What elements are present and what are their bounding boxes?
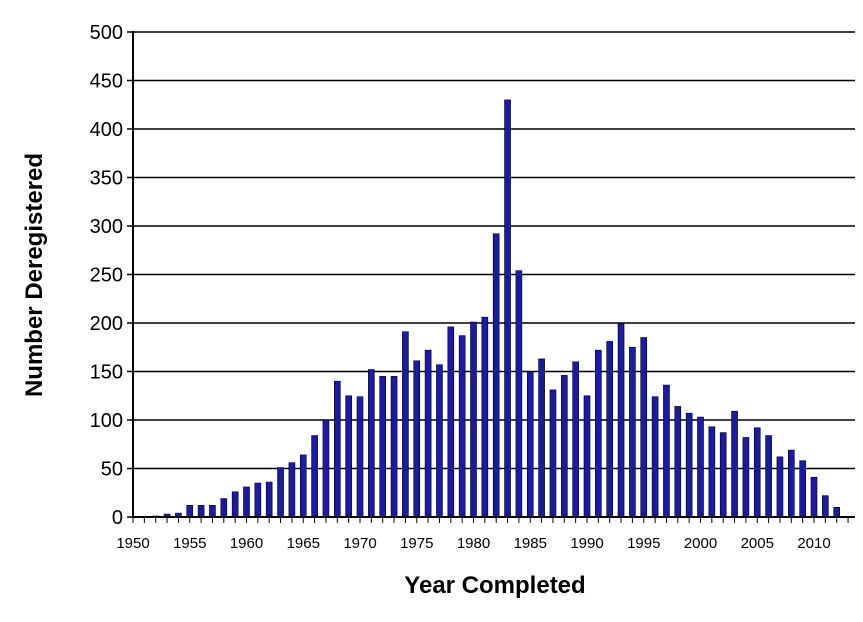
bar-1998 [674, 406, 682, 518]
y-tick-label-50: 50 [101, 459, 123, 481]
y-tick-label-100: 100 [90, 410, 123, 432]
bar-2008 [787, 449, 795, 518]
bar-1980 [470, 321, 477, 518]
bar-2009 [799, 460, 806, 518]
bar-2007 [776, 456, 784, 518]
bar-1972 [379, 376, 387, 518]
bar-1967 [322, 419, 330, 518]
bar-1996 [651, 396, 659, 518]
bar-2002 [719, 432, 727, 518]
bar-1958 [220, 498, 228, 518]
bar-1976 [424, 349, 432, 518]
x-tick-label-1985: 1985 [514, 535, 547, 552]
y-tick-label-350: 350 [90, 168, 123, 190]
bar-1956 [197, 505, 205, 518]
bar-1993 [617, 323, 625, 518]
bar-1982 [492, 233, 500, 518]
bar-1999 [685, 412, 693, 518]
bar-1957 [209, 505, 216, 518]
x-axis-title: Year Completed [404, 572, 585, 599]
y-tick-label-250: 250 [90, 265, 123, 287]
bar-1964 [288, 462, 296, 518]
bar-1988 [560, 375, 568, 518]
y-tick-label-400: 400 [90, 119, 123, 141]
y-tick-label-200: 200 [90, 313, 123, 335]
bar-1997 [663, 384, 670, 518]
bar-1960 [243, 486, 250, 518]
bar-2001 [708, 426, 716, 518]
y-tick-labels: 0 50 100 150 200 250 300 350 400 450 500 [90, 22, 123, 529]
bar-1966 [311, 435, 318, 518]
bar-2005 [753, 427, 761, 518]
bar-2003 [731, 410, 738, 518]
bar-1979 [458, 335, 466, 518]
bar-1990 [583, 395, 591, 518]
x-tick-label-2010: 2010 [797, 535, 830, 552]
bar-1968 [333, 380, 341, 518]
y-tick-label-450: 450 [90, 71, 123, 93]
x-tick-label-1970: 1970 [343, 535, 376, 552]
x-tick-label-1960: 1960 [230, 535, 263, 552]
x-tick-label-1955: 1955 [173, 535, 206, 552]
bars [152, 99, 841, 518]
x-tick-label-1965: 1965 [287, 535, 320, 552]
bar-2004 [742, 437, 750, 518]
x-tick-label-1950: 1950 [116, 535, 149, 552]
y-tick-label-150: 150 [90, 362, 123, 384]
bar-1971 [368, 369, 375, 518]
bar-1989 [572, 361, 579, 518]
bar-1962 [265, 481, 273, 518]
bar-1985 [526, 372, 534, 518]
bar-2000 [697, 416, 704, 518]
axes [127, 31, 855, 523]
bar-1959 [231, 491, 239, 518]
bar-1987 [549, 389, 557, 518]
bar-1986 [538, 358, 545, 518]
x-tick-labels: 1950 1955 1960 1965 1970 1975 1980 1985 1990 1995… [116, 535, 830, 552]
bar-1984 [515, 270, 523, 518]
y-axis-title: Number Deregistered [21, 153, 48, 397]
bar-1970 [356, 396, 364, 518]
bar-2006 [765, 435, 772, 518]
bar-1995 [640, 337, 648, 518]
bar-1991 [595, 349, 602, 518]
x-tick-label-1980: 1980 [457, 535, 490, 552]
bar-1977 [436, 364, 443, 518]
bar-1963 [277, 467, 284, 518]
bar-2011 [822, 495, 829, 518]
bar-1955 [186, 505, 194, 518]
bar-1983 [504, 99, 511, 518]
bar-1975 [413, 360, 421, 518]
bar-1965 [299, 454, 307, 518]
bar-1969 [345, 395, 352, 518]
bar-2012 [833, 506, 841, 518]
bar-1994 [629, 346, 636, 518]
x-tick-label-2000: 2000 [684, 535, 717, 552]
bar-1961 [254, 482, 262, 518]
y-tick-label-0: 0 [112, 507, 123, 529]
x-tick-label-1990: 1990 [570, 535, 603, 552]
bar-1978 [447, 326, 455, 518]
x-tick-label-1995: 1995 [627, 535, 660, 552]
bar-1973 [390, 376, 398, 518]
y-tick-label-300: 300 [90, 216, 123, 238]
bar-1981 [481, 316, 489, 518]
x-tick-label-1975: 1975 [400, 535, 433, 552]
bar-2010 [810, 476, 818, 518]
x-tick-label-2005: 2005 [741, 535, 774, 552]
bar-1974 [402, 331, 409, 518]
y-tick-label-500: 500 [90, 22, 123, 44]
bar-1992 [606, 341, 614, 518]
